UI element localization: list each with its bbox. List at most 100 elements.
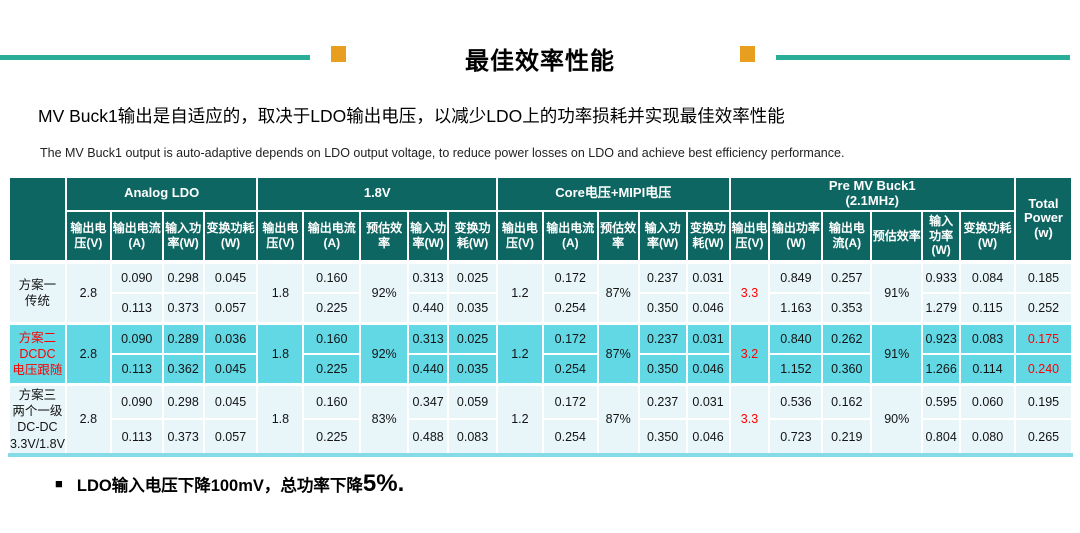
scheme-row: 0.113 0.373 0.057 0.225 0.488 0.083 0.25… <box>9 418 1074 456</box>
table-cell: 0.059 <box>447 382 498 421</box>
col-header: 输出电流(A) <box>821 209 873 263</box>
table-cell-total: 0.195 <box>1013 382 1074 421</box>
table-cell: 0.045 <box>202 382 259 421</box>
title-accent-square-right <box>740 46 755 62</box>
table-cell: 0.350 <box>637 418 688 456</box>
col-header: 输出电压(V) <box>495 209 544 263</box>
bullet-square-icon: ■ <box>55 476 63 491</box>
footnote-highlight: 5%. <box>362 470 405 497</box>
table-cell: 0.083 <box>447 418 498 456</box>
table-cell: 83% <box>359 382 410 456</box>
group-header-pre-mv-buck1: Pre MV Buck1 (2.1MHz) <box>728 176 1016 212</box>
table-cell: 0.046 <box>685 418 731 456</box>
table-cell: 0.440 <box>407 291 450 325</box>
table-cell: 0.440 <box>407 352 450 386</box>
table-cell: 0.350 <box>637 352 688 386</box>
table-cell: 1.8 <box>256 259 305 325</box>
table-cell: 92% <box>359 321 410 386</box>
table-cell: 87% <box>596 321 640 386</box>
table-cell: 0.298 <box>161 259 205 294</box>
table-cell: 0.225 <box>302 352 362 386</box>
scheme-label: 方案三 两个一级 DC-DC 3.3V/1.8V <box>8 382 67 456</box>
table-cell: 0.113 <box>109 291 164 325</box>
table-cell: 0.536 <box>768 382 824 421</box>
table-cell: 0.254 <box>541 291 599 325</box>
scheme-label: 方案二 DCDC 电压跟随 <box>8 321 67 386</box>
table-cell: 1.8 <box>256 382 305 456</box>
table-cell-pre-voltage: 3.3 <box>728 259 771 325</box>
table-cell: 0.113 <box>109 418 164 456</box>
table-cell-total: 0.185 <box>1013 259 1074 294</box>
table-cell: 0.373 <box>161 291 205 325</box>
col-header: 输入功率(W) <box>921 209 962 263</box>
col-header: 输入功率(W) <box>637 209 688 263</box>
table-cell: 0.360 <box>821 352 873 386</box>
table-cell: 0.225 <box>302 418 362 456</box>
scheme-row-highlighted: 0.113 0.362 0.045 0.225 0.440 0.035 0.25… <box>9 352 1074 386</box>
table-cell: 1.2 <box>495 259 544 325</box>
group-header-1v8: 1.8V <box>256 176 498 212</box>
table-cell-pre-voltage: 3.2 <box>728 321 771 386</box>
col-header: 输入功率(W) <box>161 209 205 263</box>
table-cell: 0.113 <box>109 352 164 386</box>
efficiency-table: Analog LDO 1.8V Core电压+MIPI电压 Pre MV Buc… <box>8 176 1074 457</box>
table-cell: 0.350 <box>637 291 688 325</box>
table-cell: 0.160 <box>302 259 362 294</box>
table-cell: 0.090 <box>109 382 164 421</box>
table-cell: 87% <box>596 259 640 325</box>
table-cell: 90% <box>870 382 924 456</box>
table-cell: 0.840 <box>768 321 824 355</box>
scheme-row: 方案三 两个一级 DC-DC 3.3V/1.8V 2.8 0.090 0.298… <box>8 382 1074 456</box>
group-header-total-power: Total Power (w) <box>1013 176 1074 263</box>
table-cell: 0.080 <box>959 418 1016 456</box>
table-cell: 0.114 <box>959 352 1016 386</box>
table-cell: 92% <box>359 259 410 325</box>
table-cell: 0.090 <box>109 321 164 355</box>
scheme-row: 方案一 传统 2.8 0.090 0.298 0.045 1.8 0.160 9… <box>8 259 1074 325</box>
table-cell: 0.025 <box>447 259 498 294</box>
table-cell: 0.031 <box>685 259 731 294</box>
table-cell-total: 0.252 <box>1013 291 1074 325</box>
table-cell: 0.031 <box>685 382 731 421</box>
table-cell: 2.8 <box>64 259 112 325</box>
col-header: 变换功耗(W) <box>202 209 259 263</box>
scheme-row: 0.113 0.373 0.057 0.225 0.440 0.035 0.25… <box>9 291 1074 325</box>
table-cell: 1.266 <box>921 352 962 386</box>
table-cell: 0.036 <box>202 321 259 355</box>
table-cell: 0.313 <box>407 321 450 355</box>
table-cell: 0.045 <box>202 259 259 294</box>
col-header: 预估效率 <box>359 209 410 263</box>
col-header: 输入功率(W) <box>407 209 450 263</box>
footnote-text: LDO输入电压下降100mV，总功率下降 <box>76 477 363 495</box>
table-cell: 0.723 <box>768 418 824 456</box>
table-cell: 0.035 <box>447 352 498 386</box>
table-cell: 0.031 <box>685 321 731 355</box>
table-cell: 1.2 <box>495 382 544 456</box>
table-cell: 0.045 <box>202 352 259 386</box>
table-cell: 0.046 <box>685 352 731 386</box>
col-header: 输出功率(W) <box>768 209 824 263</box>
table-cell-pre-voltage: 3.3 <box>728 382 771 456</box>
table-cell-total: 0.265 <box>1013 418 1074 456</box>
table-cell: 0.237 <box>637 382 688 421</box>
col-header: 输出电压(V) <box>64 209 112 263</box>
table-cell: 0.313 <box>407 259 450 294</box>
table-cell: 0.035 <box>447 291 498 325</box>
col-header: 输出电流(A) <box>302 209 362 263</box>
table-cell: 0.254 <box>541 418 599 456</box>
table-cell: 0.595 <box>921 382 962 421</box>
table-cell: 1.279 <box>921 291 962 325</box>
table-cell: 0.849 <box>768 259 824 294</box>
table-cell: 0.298 <box>161 382 205 421</box>
table-cell: 0.804 <box>921 418 962 456</box>
table-cell: 0.923 <box>921 321 962 355</box>
table-cell: 0.353 <box>821 291 873 325</box>
table-cell: 0.057 <box>202 418 259 456</box>
group-header-analog-ldo: Analog LDO <box>64 176 259 212</box>
title-accent-square-left <box>331 46 346 62</box>
table-cell: 1.163 <box>768 291 824 325</box>
col-header: 预估效率 <box>870 209 924 263</box>
table-cell: 0.262 <box>821 321 873 355</box>
col-header: 输出电压(V) <box>728 209 771 263</box>
footnote: ■ LDO输入电压下降100mV，总功率下降5%. <box>55 470 404 498</box>
